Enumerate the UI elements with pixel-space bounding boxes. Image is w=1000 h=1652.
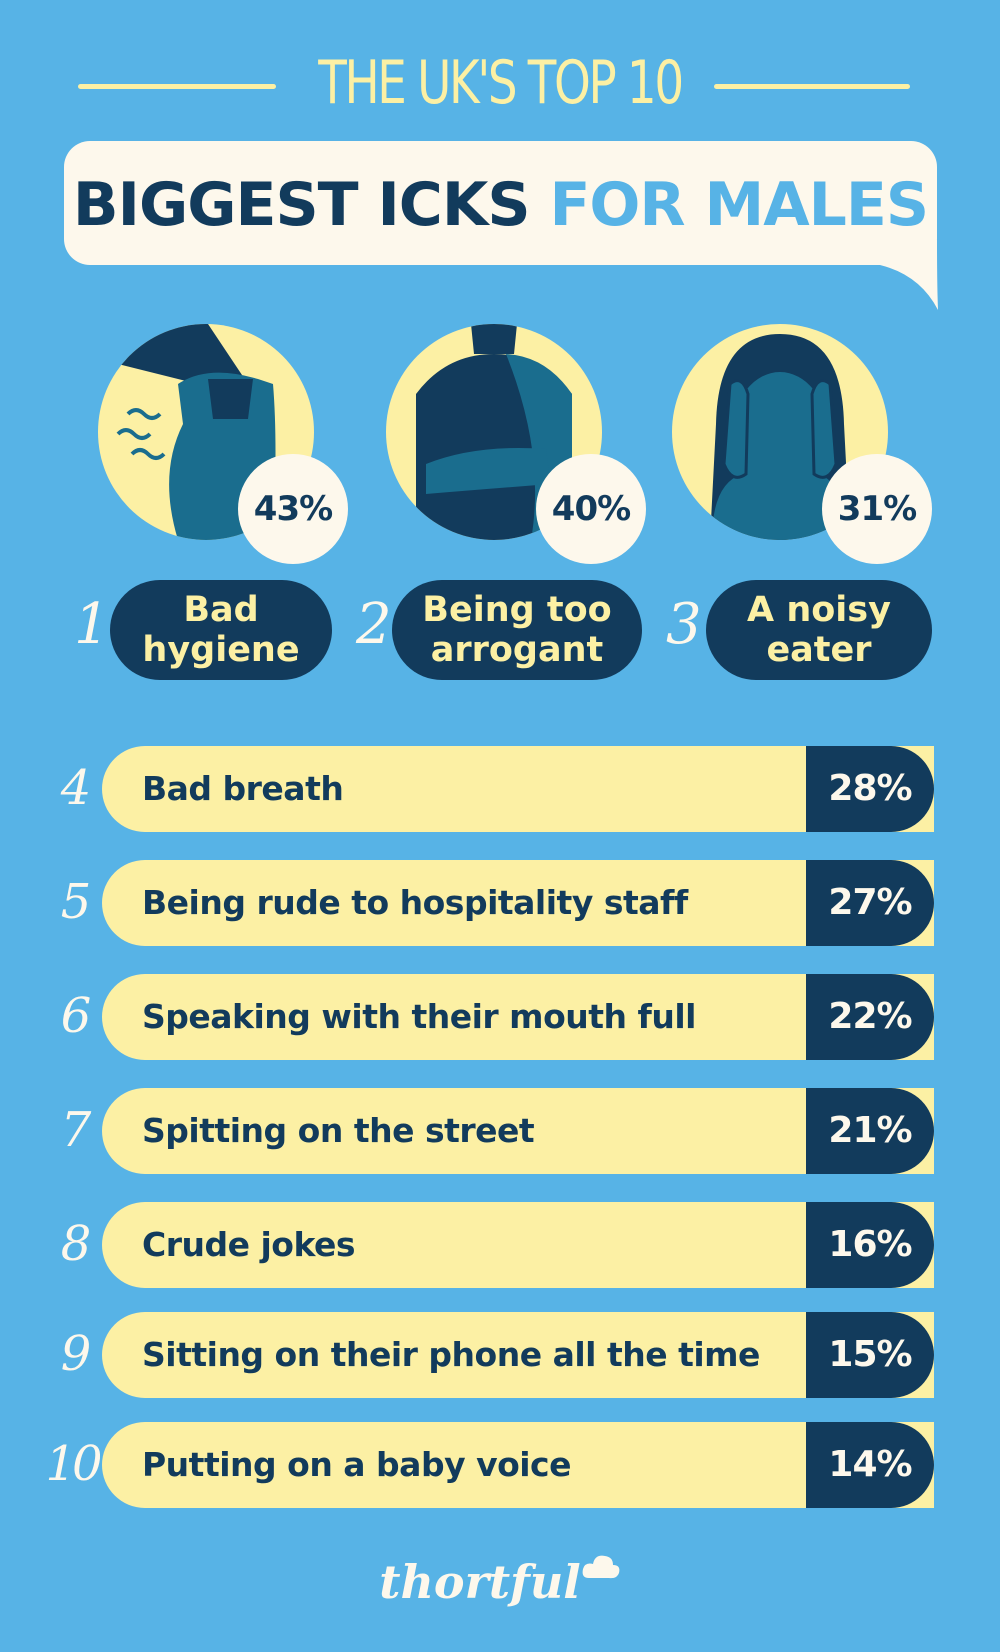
row-rank: 8 [60, 1216, 92, 1272]
title-part-light: FOR MALES [549, 170, 929, 240]
row-bar [102, 860, 934, 946]
row-value: 28% [806, 746, 934, 832]
header-rule-left [78, 84, 276, 89]
row-rank: 7 [60, 1102, 92, 1158]
bubble-tail [880, 240, 938, 310]
row-label: Speaking with their mouth full [142, 997, 696, 1036]
top3-rank: 3 [666, 592, 702, 657]
title-part-dark: BIGGEST ICKS [72, 170, 531, 240]
row-value: 22% [806, 974, 934, 1060]
row-value: 15% [806, 1312, 934, 1398]
top2-label-pill: Being too arrogant [392, 580, 642, 680]
row-label: Sitting on their phone all the time [142, 1335, 760, 1374]
row-label: Putting on a baby voice [142, 1445, 572, 1484]
row-rank: 9 [60, 1326, 92, 1382]
header-rule-right [714, 84, 910, 89]
row-label: Being rude to hospitality staff [142, 883, 688, 922]
top2-rank: 2 [356, 592, 392, 657]
title-bubble [64, 141, 937, 265]
row-value: 16% [806, 1202, 934, 1288]
row-value: 21% [806, 1088, 934, 1174]
top3-percent: 31% [822, 454, 932, 564]
row-bar [102, 746, 934, 832]
row-rank: 6 [60, 988, 92, 1044]
top1-percent: 43% [238, 454, 348, 564]
top1-label: Bad hygiene [142, 590, 300, 670]
row-bar [102, 1312, 934, 1398]
row-bar [102, 1202, 934, 1288]
row-bar [102, 974, 934, 1060]
row-bar [102, 1422, 934, 1508]
row-label: Crude jokes [142, 1225, 356, 1264]
top3-label-pill: A noisy eater [706, 580, 932, 680]
top1-label-pill: Bad hygiene [110, 580, 332, 680]
row-bar [102, 1088, 934, 1174]
row-label: Bad breath [142, 769, 344, 808]
row-rank: 10 [45, 1436, 102, 1492]
row-value: 27% [806, 860, 934, 946]
header-kicker: THE UK'S TOP 10 [318, 48, 684, 118]
row-label: Spitting on the street [142, 1111, 535, 1150]
top3-label: A noisy eater [747, 590, 891, 670]
brand-logo: thortful [0, 1552, 1000, 1609]
row-rank: 4 [60, 760, 92, 816]
page-title: BIGGEST ICKS FOR MALES [64, 170, 937, 240]
row-rank: 5 [60, 874, 92, 930]
top2-percent: 40% [536, 454, 646, 564]
brand-name: thortful [379, 1555, 581, 1609]
row-value: 14% [806, 1422, 934, 1508]
top2-label: Being too arrogant [422, 590, 612, 670]
top1-rank: 1 [74, 592, 110, 657]
heart-cloud-icon [582, 1555, 620, 1579]
